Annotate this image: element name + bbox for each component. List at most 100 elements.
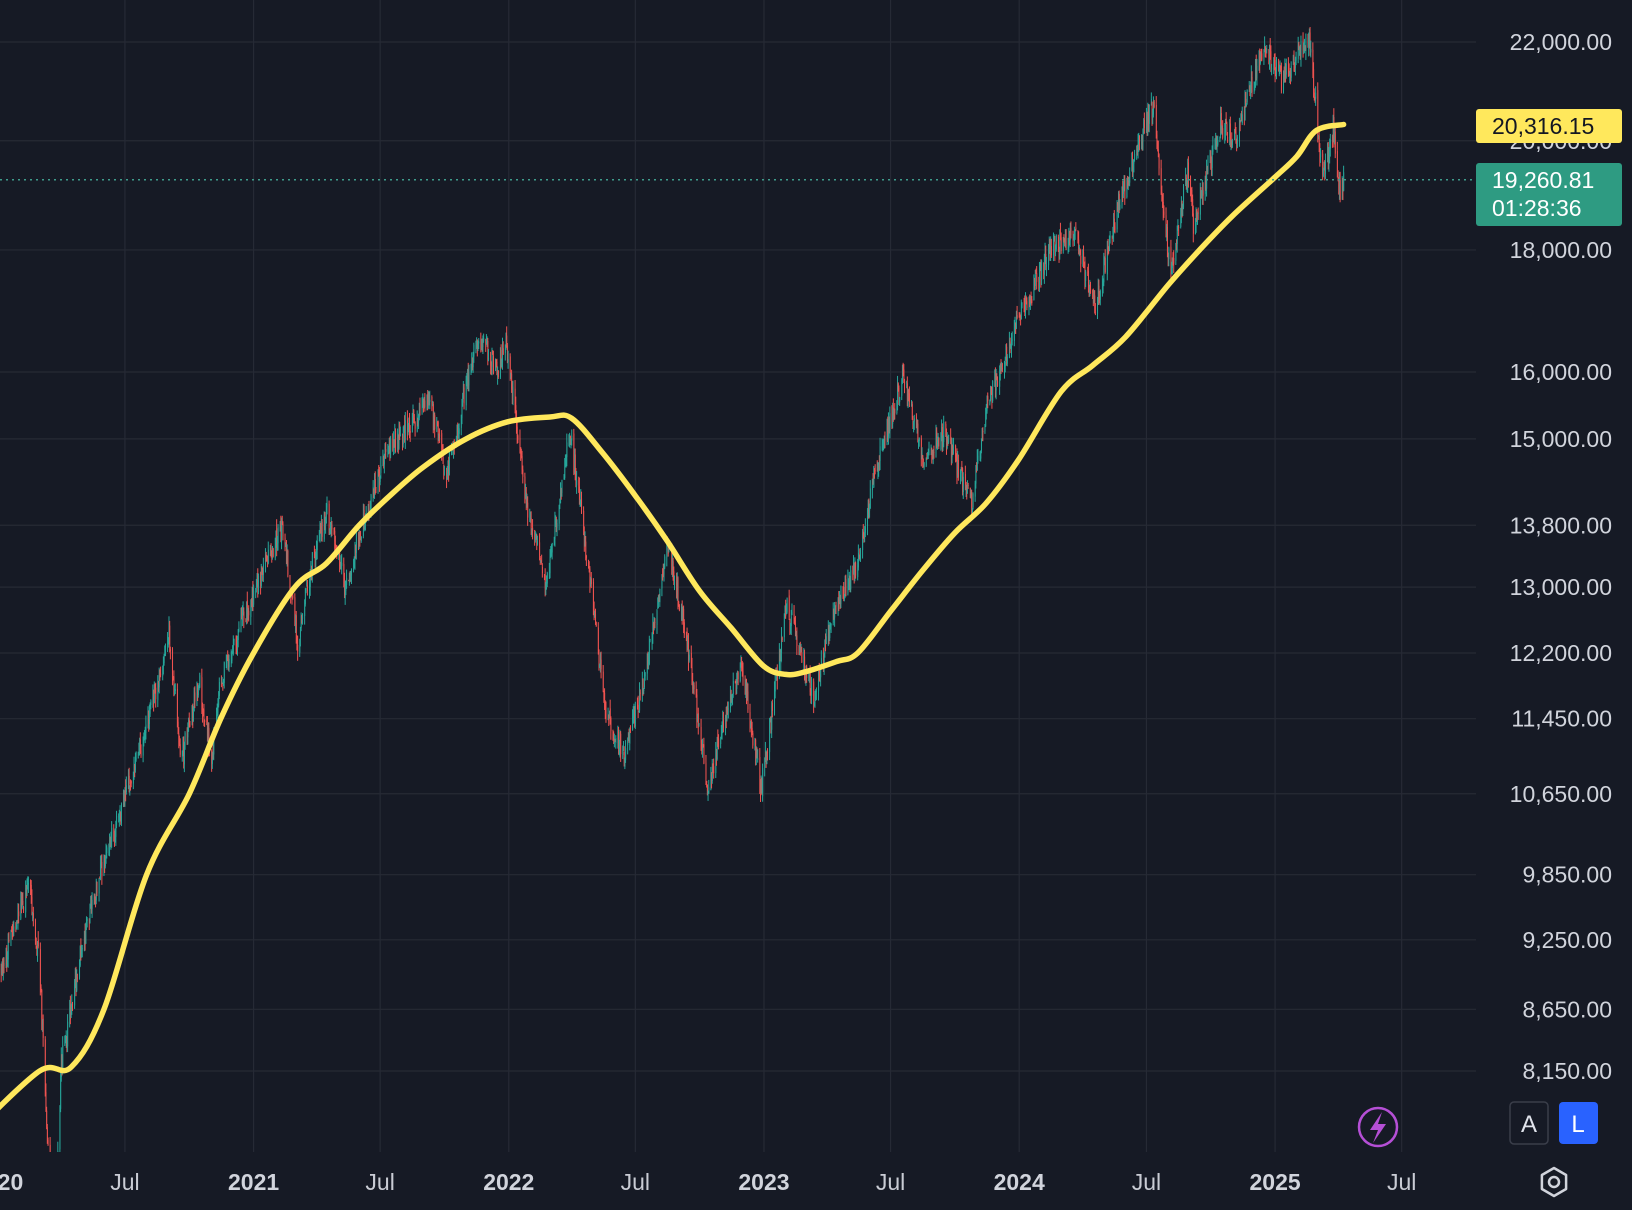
candle-body [212, 752, 214, 754]
candle-body [644, 672, 646, 677]
candle-body [340, 566, 341, 568]
candle-body [716, 750, 717, 757]
candle-body [496, 361, 498, 375]
candle-body [1280, 66, 1282, 68]
candle-body [1222, 128, 1224, 138]
candle-body [1100, 290, 1101, 300]
candle-body [564, 463, 566, 478]
candle-body [380, 464, 382, 473]
candle-body [100, 861, 102, 879]
candle-body [514, 388, 516, 405]
candle-body [31, 897, 33, 914]
candle-body [1304, 46, 1306, 50]
candle-body [653, 623, 655, 628]
candle-body [850, 570, 852, 590]
candle-body [942, 443, 944, 446]
candle-body [867, 503, 869, 517]
candle-body [447, 467, 449, 473]
candle-body [1069, 238, 1071, 240]
candle-body [30, 884, 32, 896]
candle-body [1083, 261, 1085, 264]
candle-body [1318, 135, 1320, 148]
candle-body [154, 685, 156, 688]
candle-body [594, 613, 596, 615]
candle-body [1142, 135, 1143, 144]
candle-body [735, 680, 737, 691]
candle-body [135, 756, 136, 771]
candle-body [154, 686, 155, 704]
candle-body [243, 611, 245, 620]
candle-body [1317, 90, 1319, 134]
candle-body [198, 686, 200, 690]
candle-body [402, 436, 404, 443]
candle-body [329, 530, 331, 534]
candle-body [251, 588, 253, 609]
candle-body [1234, 127, 1236, 130]
candle-body [784, 605, 786, 616]
y-tick-label: 13,800.00 [1510, 512, 1612, 538]
candle-body [628, 736, 629, 739]
settings-gear-icon[interactable] [1540, 1166, 1568, 1198]
candle-body [429, 399, 431, 402]
candle-body [1087, 269, 1089, 271]
candle-body [918, 437, 920, 442]
candle-body [123, 795, 125, 802]
candle-body [1231, 141, 1233, 144]
candle-body [407, 419, 408, 436]
candle-body [1200, 190, 1201, 215]
candle-body [197, 687, 199, 694]
candle-body [647, 656, 649, 665]
candle-body [604, 693, 606, 708]
candle-body [204, 720, 206, 723]
candle-body [857, 565, 859, 578]
candle-body [931, 449, 933, 455]
candle-body [849, 575, 850, 581]
candle-body [967, 485, 969, 486]
candle-body [338, 553, 340, 557]
candle-body [1112, 231, 1114, 238]
candle-body [121, 803, 122, 824]
y-axis[interactable]: 22,000.0020,000.0018,000.0016,000.0015,0… [1510, 29, 1612, 1084]
candle-body [1033, 277, 1035, 300]
candle-body [1240, 115, 1242, 120]
candle-body [1190, 190, 1192, 193]
candle-body [1050, 244, 1052, 254]
candle-body [1137, 142, 1139, 150]
candle-body [1059, 233, 1061, 255]
candle-body [1259, 55, 1261, 66]
candle-body [798, 646, 800, 648]
log-scale-button[interactable]: L [1559, 1102, 1598, 1144]
candle-body [412, 420, 413, 433]
x-axis[interactable]: 2020 Jul 2021 Jul 2022 Jul 2023 Jul 2024 Jul 2025 J… [0, 1169, 1416, 1195]
candle-body [1211, 165, 1213, 170]
candle-body [505, 336, 507, 344]
candle-body [168, 639, 169, 641]
candle-body [770, 719, 771, 721]
candle-body [1176, 227, 1178, 244]
candle-body [75, 974, 77, 993]
candle-body [310, 566, 312, 575]
candle-body [937, 442, 938, 450]
candle-body [623, 748, 625, 750]
candle-body [731, 700, 733, 702]
candle-body [972, 508, 973, 514]
candle-body [984, 425, 986, 431]
candle-body [712, 765, 714, 769]
candle-body [1097, 304, 1099, 314]
candle-body [501, 360, 503, 364]
candle-body [879, 461, 880, 462]
candle-body [614, 738, 615, 744]
candle-body [1133, 159, 1135, 164]
candle-body [663, 572, 664, 577]
candle-body [134, 764, 136, 772]
candle-body [779, 648, 780, 678]
lightning-icon[interactable] [1357, 1106, 1399, 1148]
candle-body [588, 560, 590, 568]
candle-body [1073, 239, 1075, 241]
candle-body [462, 395, 464, 403]
candle-body [972, 493, 974, 508]
candle-body [351, 568, 353, 576]
candle-body [602, 671, 604, 692]
auto-scale-button[interactable]: A [1509, 1101, 1549, 1145]
